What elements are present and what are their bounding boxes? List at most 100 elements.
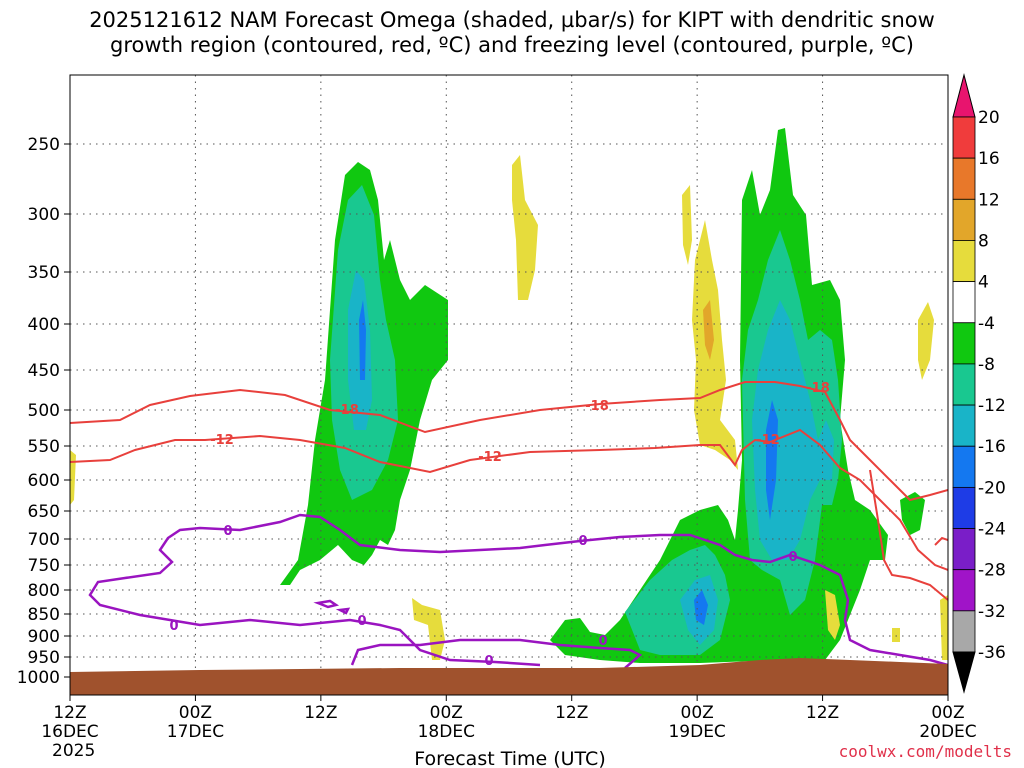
x-tick-label: 20DEC xyxy=(919,722,976,742)
y-tick-label: 850 xyxy=(28,605,60,625)
x-axis-label: Forecast Time (UTC) xyxy=(414,748,605,768)
contour-label: -18 xyxy=(806,381,830,396)
colorbar-swatch xyxy=(952,486,976,529)
colorbar-label: -20 xyxy=(978,478,1006,498)
contour-label: 0 xyxy=(357,614,366,629)
colorbar-label: -8 xyxy=(978,355,995,375)
x-tick-label: 00Z xyxy=(430,703,463,723)
dgz-contour-right xyxy=(934,536,948,546)
contour-label: 0 xyxy=(223,524,232,539)
colorbar-swatch xyxy=(952,569,976,612)
dgz-contour-minus12 xyxy=(70,428,948,571)
y-tick-label: 500 xyxy=(28,401,60,421)
contour-label: -12 xyxy=(756,433,780,448)
y-tick-label: 1000 xyxy=(17,668,60,688)
colorbar-label: 16 xyxy=(978,149,1000,169)
y-tick-label: 550 xyxy=(28,437,60,457)
colorbar-label: 8 xyxy=(978,231,989,251)
chart-title-line1: 2025121612 NAM Forecast Omega (shaded, µ… xyxy=(89,8,935,32)
x-tick-label: 00Z xyxy=(681,703,714,723)
omega-yellow-region-7 xyxy=(70,450,76,505)
contour-label: 0 xyxy=(578,534,587,549)
x-tick-label: 12Z xyxy=(806,703,839,723)
plot-area xyxy=(70,75,948,695)
omega-blue-region-1 xyxy=(359,300,366,380)
colorbar-label: -28 xyxy=(978,561,1006,581)
colorbar-label: 20 xyxy=(978,108,1000,128)
y-tick-label: 950 xyxy=(28,648,60,668)
omega-blue-region-2 xyxy=(766,400,778,520)
y-tick-label: 700 xyxy=(28,530,60,550)
colorbar-swatch xyxy=(952,281,976,324)
x-tick-label: 00Z xyxy=(931,703,964,723)
contour-label: 0 xyxy=(598,634,607,649)
x-tick-label: 19DEC xyxy=(668,722,725,742)
y-tick-label: 750 xyxy=(28,556,60,576)
omega-yellow-region-6 xyxy=(682,185,692,265)
colorbar: 20 16 12 8 4 -4 -8 -12 -16 -20 -24 -28 -32 -36 xyxy=(952,73,1006,694)
y-tick-label: 900 xyxy=(28,627,60,647)
colorbar-swatch xyxy=(952,157,976,200)
colorbar-bottom-arrow xyxy=(952,651,976,694)
y-tick-label: 600 xyxy=(28,471,60,491)
colorbar-label: -16 xyxy=(978,437,1006,457)
x-tick-label: 12Z xyxy=(304,703,337,723)
omega-yellow-region-3 xyxy=(918,302,934,380)
x-tick-label: 12Z xyxy=(555,703,588,723)
omega-yellow-region-9 xyxy=(825,590,840,640)
y-tick-label: 300 xyxy=(28,205,60,225)
dgz-contour-lower xyxy=(869,469,948,601)
y-tick-label: 250 xyxy=(28,135,60,155)
colorbar-label: -12 xyxy=(978,396,1006,416)
contour-label: 0 xyxy=(169,619,178,634)
x-tick-label: 2025 xyxy=(52,741,95,761)
colorbar-swatch xyxy=(952,528,976,571)
colorbar-top-arrow xyxy=(952,73,976,118)
contour-label: -18 xyxy=(335,403,359,418)
chart-title-line2: growth region (contoured, red, ºC) and f… xyxy=(110,33,914,57)
y-tick-label: 350 xyxy=(28,263,60,283)
credit-text: coolwx.com/modelts xyxy=(839,742,1012,761)
omega-green-region-3 xyxy=(900,492,925,535)
y-tick-label: 650 xyxy=(28,502,60,522)
colorbar-swatch xyxy=(952,363,976,406)
colorbar-swatch xyxy=(952,116,976,159)
contour-label: -12 xyxy=(210,433,234,448)
omega-blue-region-3 xyxy=(694,590,708,625)
omega-yellow-region-8 xyxy=(692,220,738,470)
omega-yellow-region-1 xyxy=(512,155,538,300)
omega-orange-region-1 xyxy=(703,300,714,360)
colorbar-label: -24 xyxy=(978,520,1006,540)
colorbar-swatch xyxy=(952,240,976,283)
omega-yellow-region-2 xyxy=(412,598,445,660)
x-tick-label: 00Z xyxy=(179,703,212,723)
x-tick-label: 18DEC xyxy=(418,722,475,742)
contour-label: 0 xyxy=(484,654,493,669)
x-tick-label: 17DEC xyxy=(167,722,224,742)
colorbar-swatch xyxy=(952,404,976,447)
colorbar-swatch xyxy=(952,322,976,365)
colorbar-label: 4 xyxy=(978,273,989,293)
contour-label: -12 xyxy=(478,450,502,465)
x-tick-label: 12Z xyxy=(53,703,86,723)
colorbar-swatch xyxy=(952,198,976,241)
colorbar-swatch xyxy=(952,610,976,653)
dgz-contour-minus18 xyxy=(70,381,948,502)
contour-label: 0 xyxy=(788,550,797,565)
colorbar-label: -32 xyxy=(978,602,1006,622)
freezing-level-lower-contour xyxy=(350,638,643,669)
plot-frame xyxy=(69,74,949,696)
x-tick-label: 16DEC xyxy=(41,722,98,742)
y-axis: 2503003504004505005506006507007508008509… xyxy=(17,135,70,688)
colorbar-label: 12 xyxy=(978,190,1000,210)
y-tick-label: 400 xyxy=(28,315,60,335)
y-tick-label: 800 xyxy=(28,581,60,601)
colorbar-swatch xyxy=(952,445,976,488)
freezing-level-contour xyxy=(88,513,948,667)
omega-yellow-region-4 xyxy=(940,595,948,660)
y-tick-label: 450 xyxy=(28,361,60,381)
contour-labels: -18 -12 -18 -12 -18 -12 0 0 0 0 0 0 0 xyxy=(169,381,829,669)
contour-label: -18 xyxy=(585,399,609,414)
